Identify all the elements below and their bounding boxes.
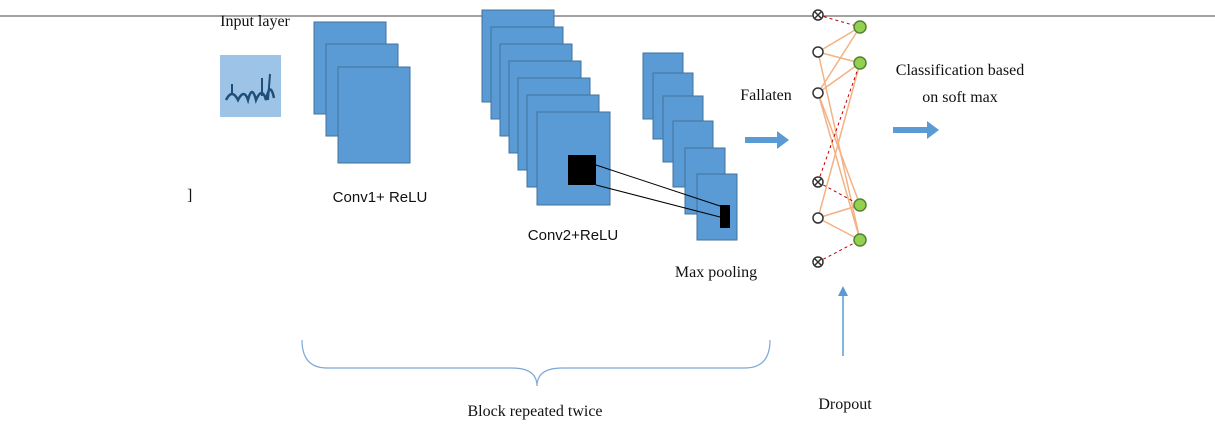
block-brace <box>302 340 770 386</box>
flatten-label: Fallaten <box>740 87 792 104</box>
pool-maps <box>596 53 737 240</box>
conv2-label: Conv2+ReLU <box>528 227 618 244</box>
input-image <box>220 55 281 117</box>
conv1-label: Conv1+ ReLU <box>333 189 428 206</box>
output-arrow <box>893 121 939 139</box>
dropout-arrow <box>838 286 848 356</box>
input-layer-label: Input layer <box>220 13 290 30</box>
dropout-label: Dropout <box>818 396 872 413</box>
dropout-network <box>813 10 866 267</box>
classification-line-1: Classification based <box>896 62 1024 79</box>
flatten-arrow <box>745 131 789 149</box>
block-label: Block repeated twice <box>467 403 602 420</box>
conv2-maps <box>482 10 610 205</box>
classification-line-2: on soft max <box>922 89 998 106</box>
stray-mark: ] <box>187 187 192 204</box>
conv1-maps <box>314 22 410 163</box>
diagram: Input layer ] Conv1+ ReLU Conv2+ReLU Max… <box>0 0 1215 428</box>
max-pooling-label: Max pooling <box>675 264 757 281</box>
